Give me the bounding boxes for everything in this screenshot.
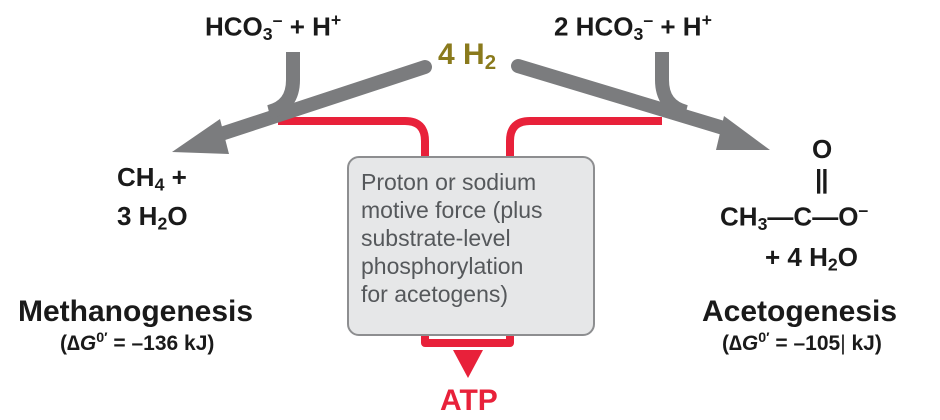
box-line: motive force (plus — [361, 197, 543, 223]
methanogenesis-title: Methanogenesis — [18, 295, 254, 328]
left-gray-arrow — [208, 60, 432, 143]
acetate-formula: CH3—C—O– — [720, 200, 869, 235]
double-bond: || — [815, 164, 829, 194]
left-arrowhead — [172, 119, 229, 154]
methane-line: CH4 + — [117, 162, 187, 195]
hydrogen-label: 4 H2 — [438, 38, 497, 75]
box-line: phosphorylation — [361, 253, 524, 279]
box-line: Proton or sodium — [361, 169, 537, 195]
acetogenesis-title: Acetogenesis — [702, 295, 898, 328]
atp-arrowhead — [453, 350, 483, 378]
carbonyl-oxygen: O — [812, 134, 833, 164]
box-line: for acetogens) — [361, 281, 509, 307]
box-line: substrate-level — [361, 225, 511, 251]
text-cursor: | — [840, 331, 846, 355]
red-path-to-atp — [278, 117, 662, 347]
left-reactant-label: HCO3– + H+ — [205, 10, 342, 45]
right-reactant-branch — [655, 52, 689, 119]
right-arrowhead — [716, 116, 770, 150]
water-line-right: + 4 H2O — [765, 242, 858, 275]
atp-label: ATP — [440, 384, 498, 417]
water-line-left: 3 H2O — [117, 201, 188, 234]
energy-conservation-box: Proton or sodium motive force (plus subs… — [347, 156, 595, 336]
acetogenesis-delta-g: (∆G0′ = –105| kJ) — [722, 330, 882, 355]
acetate-structure: O || CH3—C—O– + 4 H2O — [715, 134, 925, 284]
right-reactant-label: 2 HCO3– + H+ — [554, 10, 712, 45]
right-gray-arrow — [511, 59, 737, 137]
left-reactant-branch — [266, 52, 300, 119]
methanogenesis-delta-g: (∆G0′ = –136 kJ) — [60, 330, 215, 355]
